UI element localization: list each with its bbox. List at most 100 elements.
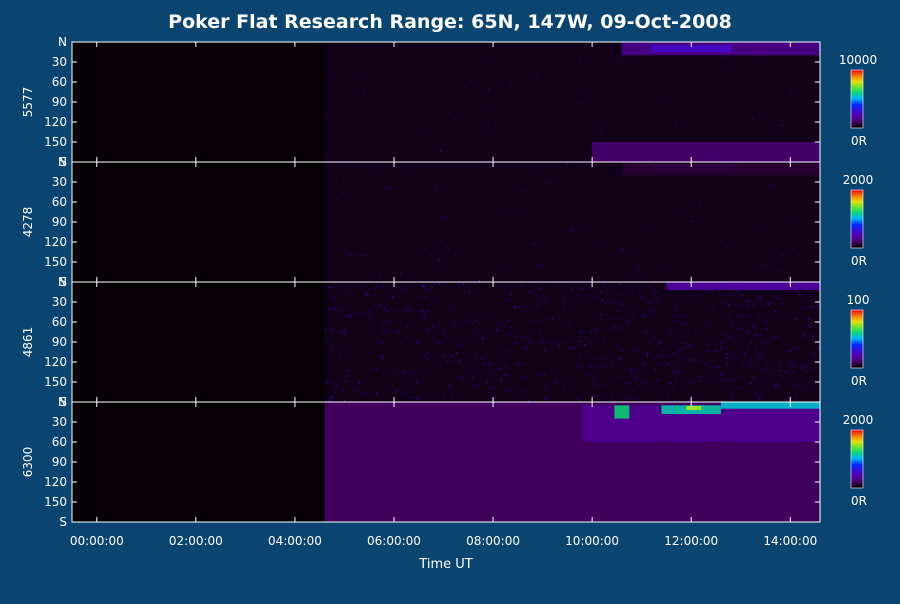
noise-pixel [500, 379, 502, 381]
x-tick-label: 06:00:00 [367, 534, 421, 548]
noise-pixel [711, 382, 713, 384]
noise-pixel [618, 58, 620, 60]
noise-pixel [521, 397, 523, 399]
x-tick-label: 04:00:00 [268, 534, 322, 548]
noise-pixel [446, 360, 448, 362]
panel-wavelength-label: 6300 [21, 447, 35, 478]
noise-pixel [628, 309, 630, 311]
noise-pixel [726, 357, 728, 359]
noise-pixel [792, 370, 794, 372]
panel-6300: N 30 60 90 120 150 S 6300 2000 0R [21, 395, 873, 529]
noise-pixel [541, 264, 543, 266]
noise-pixel [725, 334, 727, 336]
noise-pixel [650, 340, 652, 342]
noise-pixel [636, 350, 638, 352]
noise-pixel [624, 275, 626, 277]
noise-pixel [793, 219, 795, 221]
noise-pixel [707, 343, 709, 345]
noise-pixel [618, 377, 620, 379]
noise-pixel [383, 308, 386, 310]
noise-pixel [345, 380, 347, 382]
noise-pixel [461, 377, 463, 379]
noise-pixel [577, 398, 579, 400]
noise-pixel [642, 363, 645, 365]
noise-pixel [675, 376, 677, 379]
noise-pixel [683, 347, 685, 349]
noise-pixel [721, 380, 723, 382]
noise-pixel [536, 305, 538, 307]
noise-pixel [427, 310, 429, 312]
noise-pixel [329, 71, 331, 73]
data-area [324, 162, 820, 282]
noise-pixel [709, 366, 711, 368]
noise-pixel [343, 330, 345, 332]
noise-pixel [722, 341, 724, 343]
noise-pixel [580, 102, 582, 104]
noise-pixel [630, 368, 633, 370]
noise-pixel [801, 365, 803, 367]
noise-pixel [794, 396, 796, 398]
noise-pixel [334, 391, 336, 393]
y-tick-label: 30 [52, 55, 67, 69]
noise-pixel [375, 368, 377, 370]
noise-pixel [353, 74, 355, 76]
noise-pixel [809, 383, 811, 385]
noise-pixel [422, 285, 424, 287]
noise-pixel [458, 359, 460, 362]
noise-pixel [727, 303, 729, 305]
noise-pixel [476, 355, 478, 357]
noise-pixel [730, 379, 732, 381]
noise-pixel [494, 397, 496, 399]
noise-pixel [644, 314, 646, 316]
noise-pixel [632, 313, 635, 315]
noise-pixel [632, 250, 634, 252]
y-tick-label: 120 [44, 115, 67, 129]
colorbar-max-label: 2000 [843, 173, 874, 187]
noise-pixel [595, 330, 597, 332]
noise-pixel [737, 290, 739, 292]
noise-pixel [757, 314, 759, 316]
noise-pixel [770, 184, 772, 186]
noise-pixel [521, 284, 523, 286]
noise-pixel [489, 105, 491, 107]
noise-pixel [536, 77, 539, 79]
noise-pixel [671, 385, 674, 387]
noise-pixel [812, 335, 814, 337]
noise-pixel [585, 336, 587, 339]
noise-pixel [753, 379, 755, 381]
noise-pixel [489, 60, 491, 62]
noise-pixel [374, 287, 376, 289]
panel-4861: N 30 60 90 120 150 S 4861 100 0R [21, 275, 869, 409]
noise-pixel [516, 363, 518, 365]
noise-pixel [402, 373, 405, 375]
noise-pixel [562, 298, 564, 300]
colorbar [850, 69, 864, 129]
noise-pixel [346, 315, 348, 317]
noise-pixel [409, 396, 411, 398]
noise-pixel [693, 359, 695, 362]
noise-pixel [382, 333, 384, 335]
noise-pixel [728, 317, 730, 319]
noise-pixel [428, 129, 431, 131]
noise-pixel [500, 323, 502, 325]
emission-region [614, 405, 630, 419]
y-tick-label: S [59, 155, 67, 169]
noise-pixel [637, 59, 640, 61]
noise-pixel [365, 294, 367, 296]
noise-pixel [444, 329, 446, 331]
noise-pixel [330, 396, 332, 398]
noise-pixel [358, 382, 360, 385]
noise-pixel [394, 373, 396, 375]
noise-pixel [528, 341, 531, 343]
noise-pixel [325, 382, 327, 384]
noise-pixel [642, 381, 644, 383]
noise-pixel [765, 341, 767, 343]
noise-pixel [367, 295, 369, 297]
noise-pixel [576, 92, 578, 94]
noise-pixel [747, 300, 749, 302]
noise-pixel [762, 265, 764, 267]
noise-pixel [594, 395, 596, 397]
noise-pixel [797, 347, 799, 349]
noise-pixel [601, 301, 603, 303]
